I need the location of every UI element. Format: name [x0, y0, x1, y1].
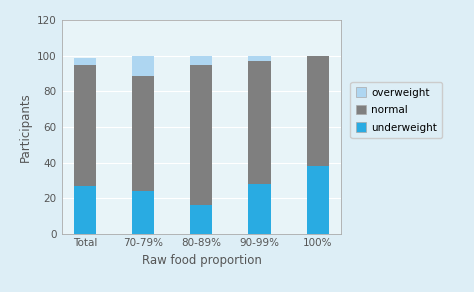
Bar	[74, 65, 96, 186]
Bar	[74, 58, 96, 65]
Bar	[191, 205, 212, 234]
Bar	[74, 186, 96, 234]
Bar	[132, 76, 155, 191]
Bar	[248, 184, 271, 234]
Bar	[248, 56, 271, 61]
Bar	[248, 61, 271, 184]
Bar	[132, 56, 155, 76]
Bar	[307, 166, 328, 234]
Bar	[191, 56, 212, 65]
Y-axis label: Participants: Participants	[18, 92, 31, 162]
Legend: overweight, normal, underweight: overweight, normal, underweight	[350, 82, 442, 138]
Bar	[307, 56, 328, 166]
Bar	[132, 191, 155, 234]
X-axis label: Raw food proportion: Raw food proportion	[142, 254, 261, 267]
Bar	[191, 65, 212, 205]
